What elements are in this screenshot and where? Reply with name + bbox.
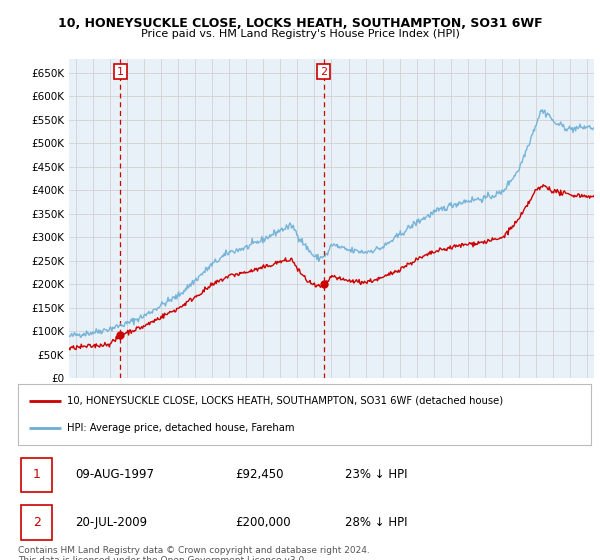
- Text: Contains HM Land Registry data © Crown copyright and database right 2024.
This d: Contains HM Land Registry data © Crown c…: [18, 546, 370, 560]
- Text: 23% ↓ HPI: 23% ↓ HPI: [344, 468, 407, 481]
- Text: 1: 1: [32, 468, 41, 481]
- Text: Price paid vs. HM Land Registry's House Price Index (HPI): Price paid vs. HM Land Registry's House …: [140, 29, 460, 39]
- Text: £200,000: £200,000: [236, 516, 292, 529]
- Text: 20-JUL-2009: 20-JUL-2009: [76, 516, 148, 529]
- Text: 09-AUG-1997: 09-AUG-1997: [76, 468, 154, 481]
- Text: 28% ↓ HPI: 28% ↓ HPI: [344, 516, 407, 529]
- Text: 2: 2: [320, 67, 328, 77]
- Text: £92,450: £92,450: [236, 468, 284, 481]
- FancyBboxPatch shape: [21, 458, 52, 492]
- Text: HPI: Average price, detached house, Fareham: HPI: Average price, detached house, Fare…: [67, 423, 294, 433]
- Text: 10, HONEYSUCKLE CLOSE, LOCKS HEATH, SOUTHAMPTON, SO31 6WF: 10, HONEYSUCKLE CLOSE, LOCKS HEATH, SOUT…: [58, 17, 542, 30]
- Text: 10, HONEYSUCKLE CLOSE, LOCKS HEATH, SOUTHAMPTON, SO31 6WF (detached house): 10, HONEYSUCKLE CLOSE, LOCKS HEATH, SOUT…: [67, 396, 503, 406]
- Text: 1: 1: [117, 67, 124, 77]
- FancyBboxPatch shape: [21, 505, 52, 540]
- Text: 2: 2: [32, 516, 41, 529]
